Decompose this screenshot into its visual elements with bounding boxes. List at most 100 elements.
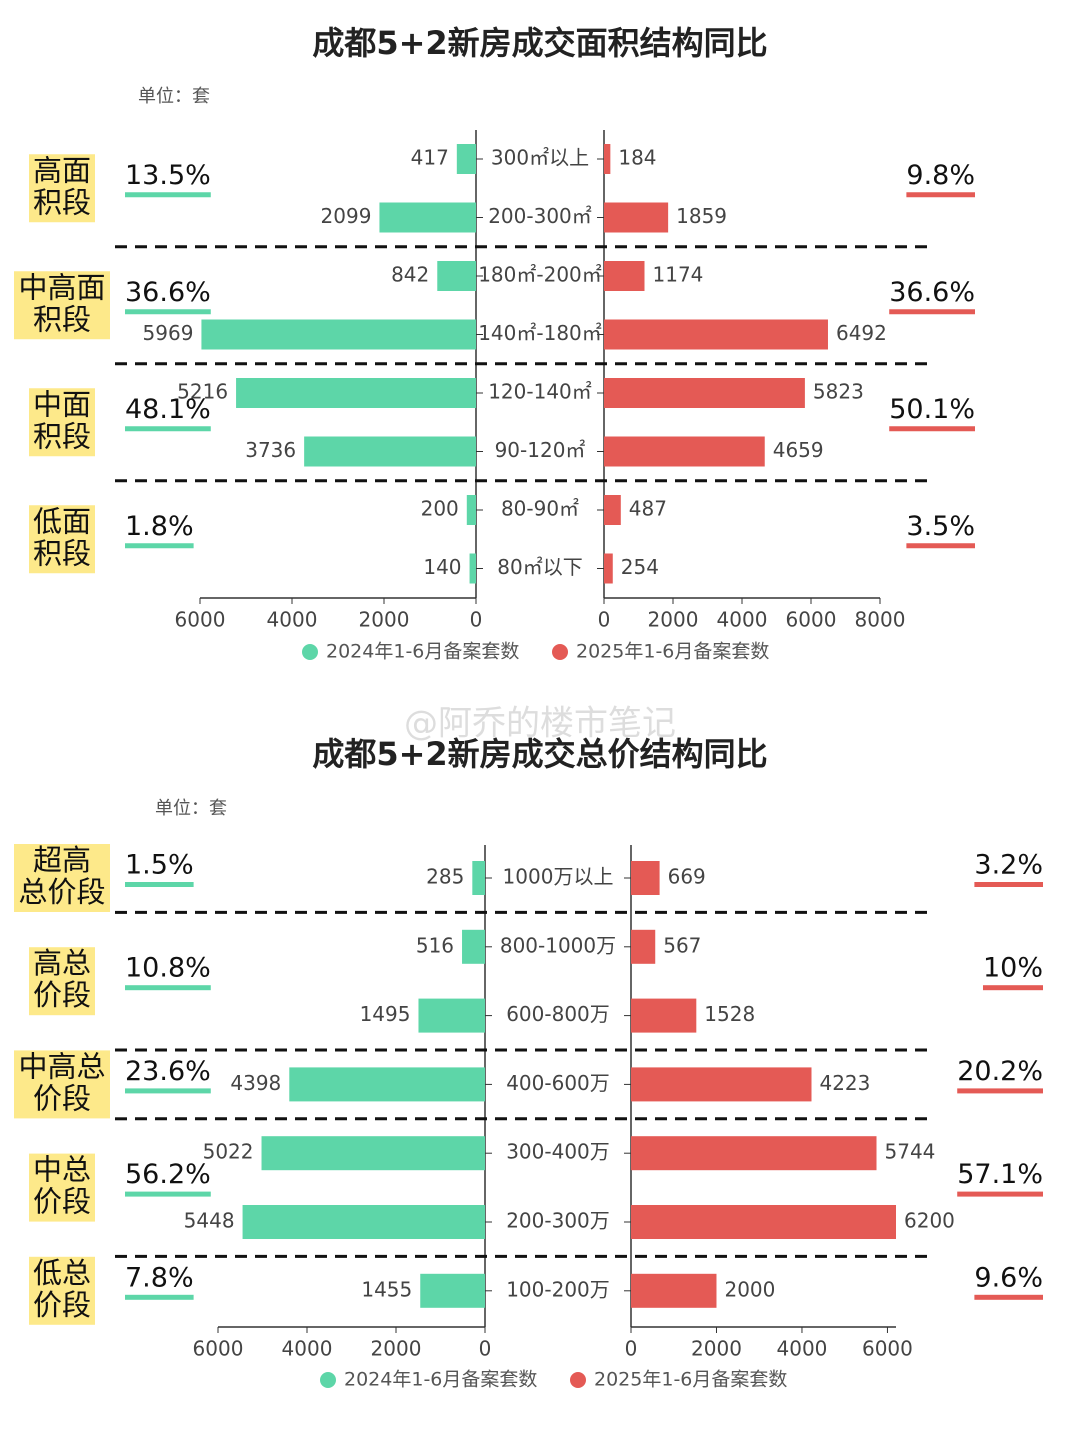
unit-label: 单位：套 <box>155 798 227 819</box>
value-label: 1495 <box>360 1002 411 1026</box>
share-underline <box>889 309 975 315</box>
legend-label: 2024年1-6月备案套数 <box>344 1369 537 1391</box>
value-label: 487 <box>629 497 667 521</box>
legend-label: 2024年1-6月备案套数 <box>326 641 519 663</box>
x-tick-label: 0 <box>625 1337 638 1361</box>
share-label: 56.2% <box>125 1159 211 1190</box>
bar <box>604 144 611 174</box>
value-label: 1859 <box>676 204 727 228</box>
bar <box>472 861 485 895</box>
category-label: 100-200万 <box>506 1277 610 1301</box>
x-tick-label: 6000 <box>175 608 226 632</box>
category-label: 200-300万 <box>506 1209 610 1233</box>
group-label: 超高 <box>33 843 91 877</box>
value-label: 1528 <box>704 1002 755 1026</box>
share-underline <box>974 882 1043 887</box>
bar <box>604 553 613 584</box>
share-label: 23.6% <box>125 1056 211 1087</box>
value-label: 5969 <box>143 321 194 345</box>
share-underline <box>125 426 211 432</box>
category-label: 600-800万 <box>506 1002 610 1026</box>
unit-label: 单位：套 <box>138 86 210 107</box>
bar <box>604 202 669 233</box>
bar <box>289 1067 485 1102</box>
value-label: 3736 <box>245 438 296 462</box>
share-underline <box>125 985 211 991</box>
share-underline <box>982 985 1043 991</box>
bar <box>466 495 476 525</box>
x-tick-label: 2000 <box>648 608 699 632</box>
group-label: 价段 <box>33 978 91 1012</box>
bar <box>604 261 645 291</box>
group-label: 高总 <box>33 946 91 980</box>
x-tick-label: 2000 <box>359 608 410 632</box>
x-tick-label: 6000 <box>193 1337 244 1361</box>
share-underline <box>906 192 975 198</box>
category-label: 200-300㎡ <box>488 204 592 228</box>
value-label: 4659 <box>773 438 824 462</box>
group-label: 中高总 <box>18 1049 105 1083</box>
share-label: 36.6% <box>889 277 975 308</box>
bar <box>631 1273 717 1308</box>
share-underline <box>889 426 975 432</box>
bar <box>631 998 697 1033</box>
value-label: 5022 <box>203 1140 254 1164</box>
value-label: 5216 <box>177 380 228 404</box>
share-underline <box>125 1191 211 1197</box>
legend-label: 2025年1-6月备案套数 <box>594 1369 787 1391</box>
bar <box>437 261 476 291</box>
category-label: 120-140㎡ <box>488 380 592 404</box>
group-label-bg <box>14 271 110 340</box>
group-label: 价段 <box>33 1185 91 1219</box>
share-label: 9.6% <box>974 1262 1043 1293</box>
x-tick-label: 6000 <box>862 1337 913 1361</box>
legend-swatch <box>570 1372 586 1388</box>
share-underline <box>125 1088 211 1094</box>
category-label: 300-400万 <box>506 1140 610 1164</box>
group-label: 积段 <box>33 302 91 336</box>
share-underline <box>125 543 194 549</box>
bar <box>604 319 828 350</box>
share-underline <box>974 1294 1043 1300</box>
value-label: 140 <box>423 555 461 579</box>
share-label: 36.6% <box>125 277 211 308</box>
share-label: 10% <box>983 953 1043 984</box>
value-label: 254 <box>621 555 659 579</box>
x-tick-label: 0 <box>470 608 483 632</box>
share-label: 9.8% <box>906 160 975 191</box>
legend-swatch <box>302 644 318 660</box>
value-label: 5448 <box>184 1209 235 1233</box>
group-label: 积段 <box>33 419 91 453</box>
share-label: 3.5% <box>906 511 975 542</box>
x-tick-label: 0 <box>598 608 611 632</box>
bar <box>456 144 476 174</box>
x-tick-label: 6000 <box>786 608 837 632</box>
value-label: 842 <box>391 263 429 287</box>
value-label: 2000 <box>724 1277 775 1301</box>
share-label: 48.1% <box>125 394 211 425</box>
share-label: 13.5% <box>125 160 211 191</box>
share-underline <box>957 1088 1043 1094</box>
chart-title: 成都5+2新房成交面积结构同比 <box>312 24 767 62</box>
share-label: 1.8% <box>125 511 194 542</box>
category-label: 1000万以上 <box>503 865 614 889</box>
value-label: 5744 <box>885 1140 936 1164</box>
watermark: @阿乔的楼市笔记 <box>404 704 676 744</box>
group-label: 低总 <box>33 1256 91 1290</box>
value-label: 4398 <box>230 1071 281 1095</box>
group-label-bg <box>29 1153 95 1222</box>
bar <box>604 495 621 525</box>
value-label: 669 <box>668 865 706 889</box>
share-label: 20.2% <box>957 1056 1043 1087</box>
bar <box>631 1136 877 1171</box>
value-label: 567 <box>663 933 701 957</box>
group-label-bg <box>29 388 95 457</box>
value-label: 6200 <box>904 1209 955 1233</box>
category-label: 140㎡-180㎡ <box>478 321 602 345</box>
x-tick-label: 4000 <box>267 608 318 632</box>
share-underline <box>957 1191 1043 1197</box>
category-label: 80㎡以下 <box>497 555 582 579</box>
bar <box>631 1205 896 1239</box>
legend-swatch <box>552 644 568 660</box>
bar <box>631 861 660 895</box>
